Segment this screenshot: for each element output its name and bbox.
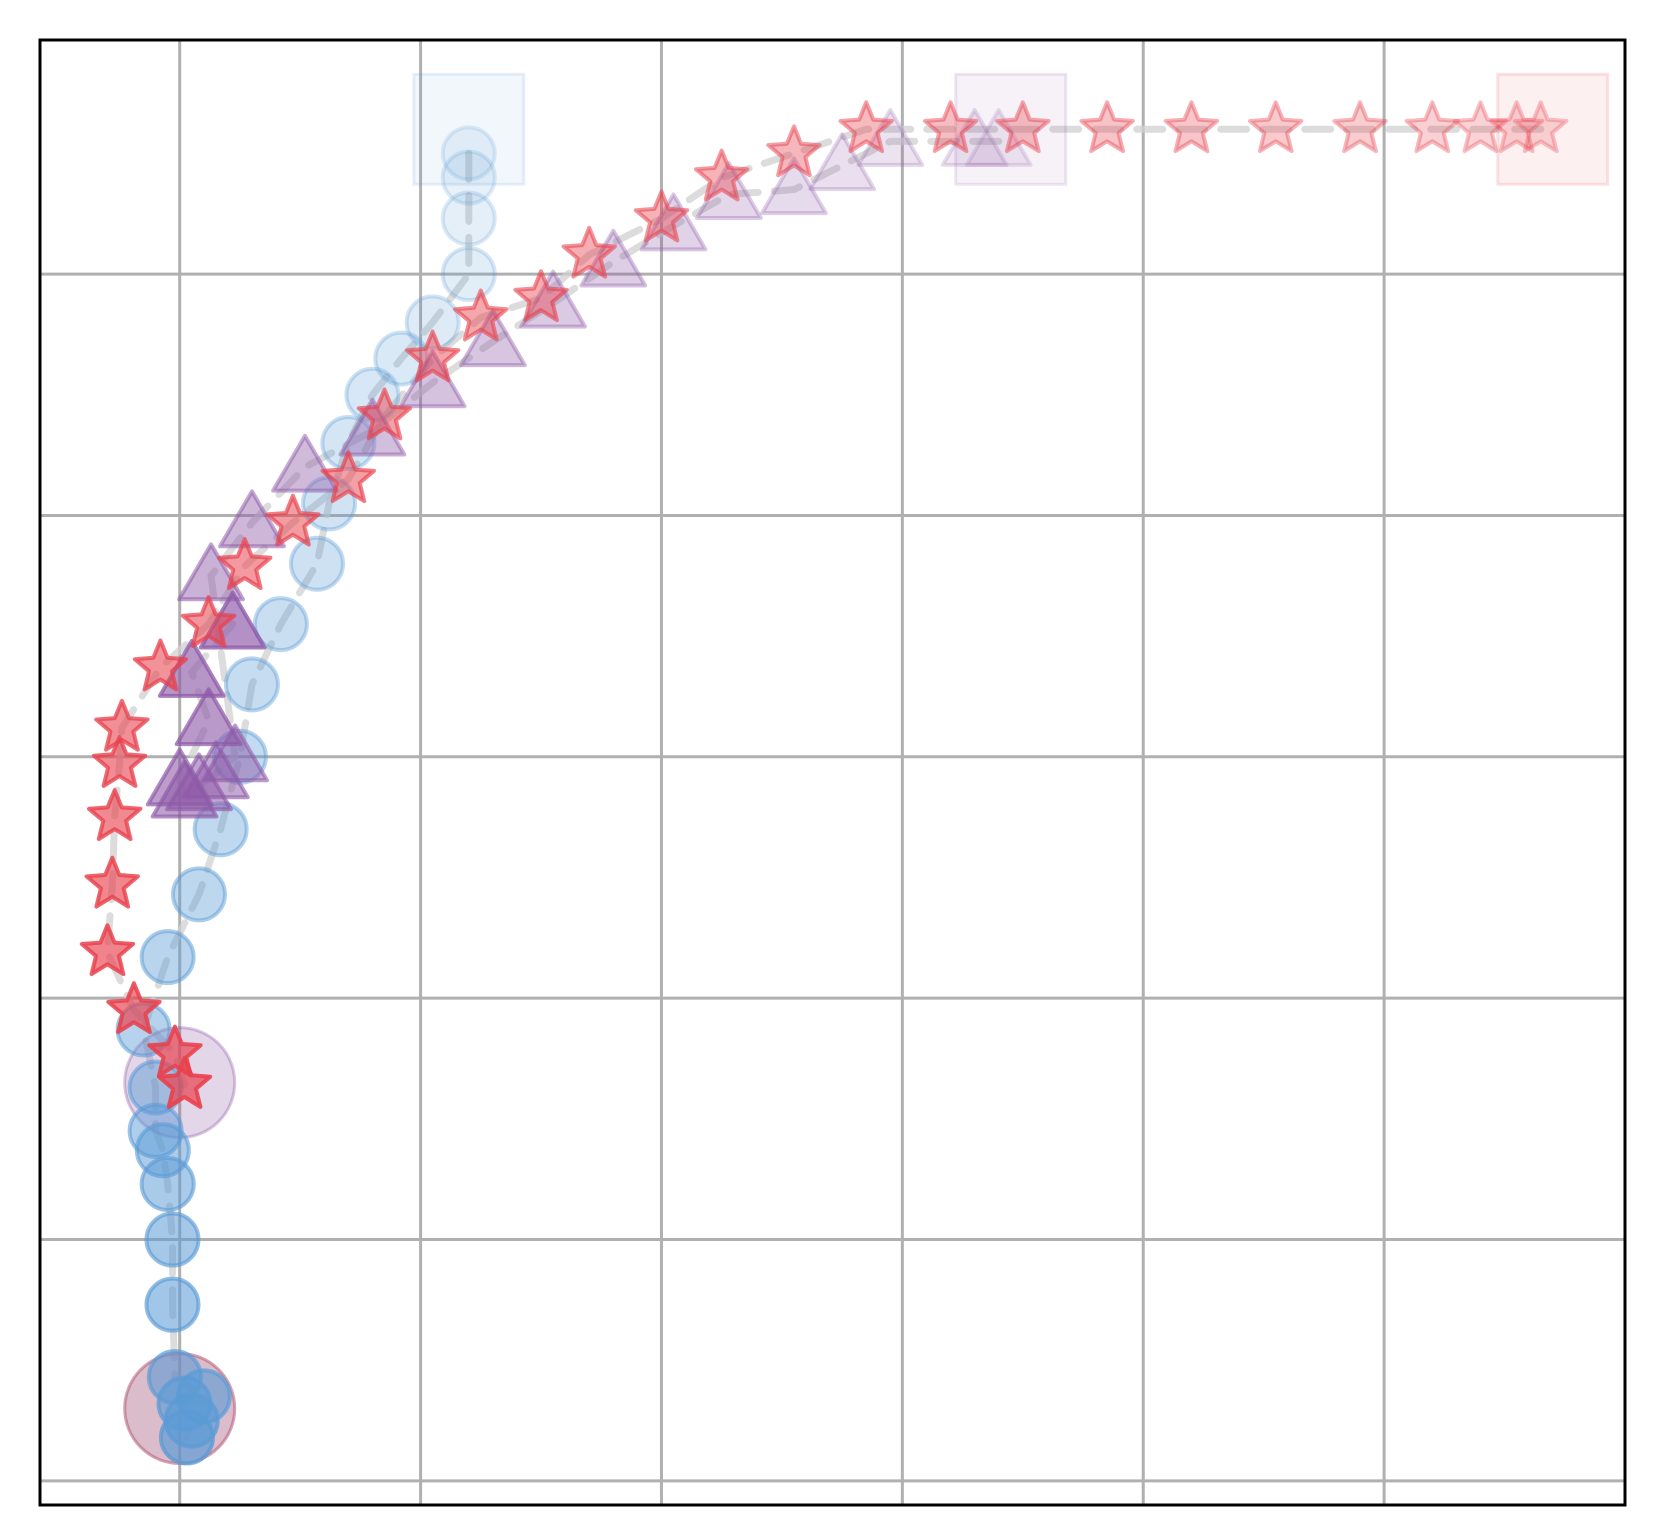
circle-point [440, 246, 497, 303]
circle-point [139, 929, 196, 986]
star-point [1513, 100, 1569, 154]
star-point [132, 638, 189, 692]
star-point [91, 735, 148, 788]
circle-point [373, 330, 430, 387]
circle-point [404, 294, 461, 351]
star-point [1404, 100, 1460, 154]
triangle-point [174, 687, 243, 747]
star-point [694, 148, 750, 202]
star-point [1452, 100, 1509, 154]
data-points [79, 100, 1569, 1466]
circle-point [144, 1211, 201, 1268]
star-point [217, 537, 273, 590]
star-point [922, 100, 979, 154]
grid [40, 40, 1625, 1505]
star-point [766, 124, 822, 178]
circle-point [440, 190, 497, 247]
circle-point [170, 866, 227, 923]
star-point [838, 100, 894, 154]
star-point [87, 788, 143, 841]
circle-point [440, 149, 497, 206]
triangle-point [760, 156, 828, 216]
plot-frame [38, 38, 1627, 1507]
series-path [139, 149, 473, 1441]
triangle-point [940, 108, 1009, 167]
star-point [995, 100, 1051, 154]
star-point [1488, 100, 1545, 154]
star-point [106, 981, 162, 1035]
star-point [1332, 100, 1388, 154]
triangle-point [964, 108, 1033, 167]
circle-point [139, 1156, 196, 1213]
circle-point [158, 1409, 215, 1466]
star-point [79, 923, 136, 977]
star-point [1079, 100, 1135, 154]
star-point [356, 387, 413, 441]
circle-point [252, 596, 309, 653]
start-square-marker [412, 72, 526, 186]
star-point [1248, 100, 1304, 154]
star-point [156, 1056, 213, 1109]
star-point [405, 329, 461, 383]
triangle-point [856, 108, 925, 167]
star-point [633, 189, 690, 243]
circle-point [289, 535, 346, 592]
star-point [84, 855, 140, 909]
star-point [453, 288, 509, 342]
star-point [1163, 100, 1220, 154]
series-paths [103, 125, 1545, 1441]
circle-point [144, 1276, 201, 1333]
star-point [180, 595, 237, 648]
start-square-marker [954, 72, 1068, 186]
triangle-point [218, 489, 286, 549]
triangle-point [808, 132, 877, 191]
start-square-marker [1496, 72, 1610, 186]
triangle-point [695, 161, 763, 220]
triangle-point [271, 433, 339, 493]
star-point [561, 225, 617, 279]
triangle-point [145, 747, 214, 807]
star-point [320, 450, 376, 504]
star-point [265, 493, 321, 547]
circle-point [223, 656, 280, 713]
star-point [513, 269, 569, 323]
circle-point [440, 125, 497, 182]
